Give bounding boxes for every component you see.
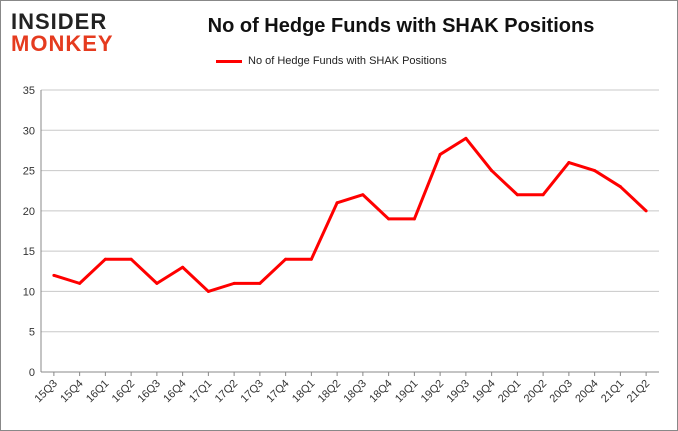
x-tick-label: 20Q3 <box>547 378 575 406</box>
x-tick-label: 16Q3 <box>135 378 163 406</box>
x-tick-label: 20Q4 <box>573 378 601 406</box>
y-tick-label: 5 <box>29 327 35 339</box>
data-point <box>644 209 648 213</box>
legend-swatch <box>216 59 242 63</box>
x-tick-label: 16Q4 <box>161 378 189 406</box>
data-point <box>284 257 288 261</box>
x-tick-label: 19Q2 <box>419 378 447 406</box>
data-point <box>155 281 159 285</box>
data-point <box>464 136 468 140</box>
data-point <box>618 185 622 189</box>
data-point <box>515 193 519 197</box>
data-point <box>78 281 82 285</box>
x-tick-label: 16Q1 <box>84 378 112 406</box>
x-tick-label: 19Q1 <box>393 378 421 406</box>
data-point <box>490 169 494 173</box>
y-tick-label: 0 <box>29 367 35 379</box>
data-point <box>232 281 236 285</box>
data-point <box>593 169 597 173</box>
logo-line1: INSIDER <box>11 9 108 34</box>
logo-line2: MONKEY <box>11 31 114 56</box>
x-tick-label: 18Q4 <box>367 378 395 406</box>
chart-title: No of Hedge Funds with SHAK Positions <box>207 15 595 37</box>
x-tick-label: 15Q3 <box>32 378 60 406</box>
data-point <box>103 257 107 261</box>
x-tick-label: 18Q1 <box>290 378 318 406</box>
data-point <box>129 257 133 261</box>
data-point <box>361 193 365 197</box>
y-tick-label: 10 <box>23 286 35 298</box>
insider-monkey-logo: INSIDER MONKEY <box>11 11 114 55</box>
data-point <box>541 193 545 197</box>
x-tick-label: 20Q1 <box>496 378 524 406</box>
x-tick-label: 19Q3 <box>444 378 472 406</box>
x-tick-label: 17Q3 <box>238 378 266 406</box>
x-tick-label: 20Q2 <box>522 378 550 406</box>
data-point <box>412 217 416 221</box>
data-point <box>52 273 56 277</box>
x-tick-label: 17Q4 <box>264 378 292 406</box>
x-tick-label: 17Q1 <box>187 378 215 406</box>
x-tick-label: 17Q2 <box>213 378 241 406</box>
data-point <box>335 201 339 205</box>
x-tick-label: 19Q4 <box>470 378 498 406</box>
x-tick-label: 18Q3 <box>341 378 369 406</box>
data-point <box>567 161 571 165</box>
y-tick-label: 20 <box>23 206 35 218</box>
data-point <box>258 281 262 285</box>
y-tick-label: 25 <box>23 166 35 178</box>
x-tick-label: 15Q4 <box>58 378 86 406</box>
data-point <box>309 257 313 261</box>
x-tick-label: 21Q1 <box>599 378 627 406</box>
x-tick-label: 18Q2 <box>316 378 344 406</box>
x-tick-label: 16Q2 <box>110 378 138 406</box>
x-tick-label: 21Q2 <box>625 378 653 406</box>
data-point <box>387 217 391 221</box>
data-point <box>206 289 210 293</box>
data-point <box>438 152 442 156</box>
y-tick-label: 30 <box>23 125 35 137</box>
series-line <box>53 136 648 293</box>
legend: No of Hedge Funds with SHAK Positions <box>216 55 447 67</box>
legend-label: No of Hedge Funds with SHAK Positions <box>248 55 447 67</box>
y-tick-label: 35 <box>23 85 35 97</box>
data-point <box>181 265 185 269</box>
y-tick-label: 15 <box>23 246 35 258</box>
